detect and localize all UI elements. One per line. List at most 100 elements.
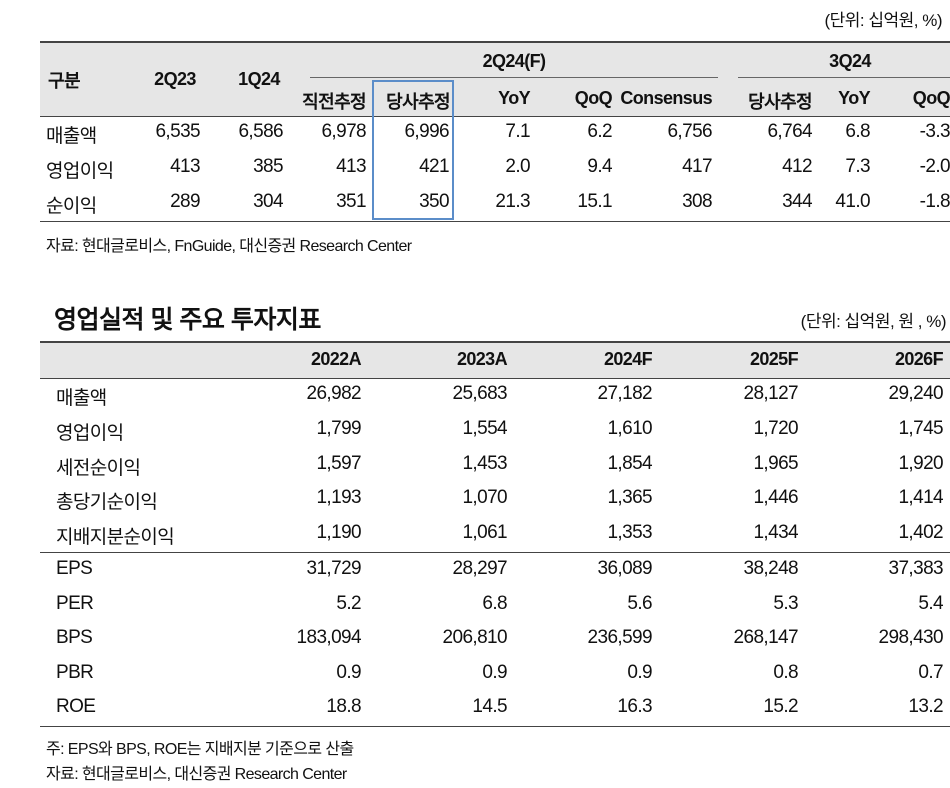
table2-row-label: PBR <box>56 661 94 683</box>
table2-cell: 1,061 <box>462 522 507 544</box>
table1-header-rule <box>40 116 950 117</box>
table2-cell: 1,597 <box>316 452 361 474</box>
table1-header-2q23: 2Q23 <box>154 69 196 89</box>
table2-column-header: 2023A <box>456 349 508 369</box>
table1-sub-our-est-3q: 당사추정 <box>748 92 812 112</box>
table2-cell: 5.6 <box>627 592 652 614</box>
table1-cell: 351 <box>336 191 367 212</box>
table2-header-rule <box>40 378 950 379</box>
table1-cell: 344 <box>782 191 813 212</box>
table1-source: 자료: 현대글로비스, FnGuide, 대신증권 Research Cente… <box>46 238 412 255</box>
table2-row-label: ROE <box>56 696 96 717</box>
table2-source: 자료: 현대글로비스, 대신증권 Research Center <box>46 766 347 783</box>
table2-cell: 1,414 <box>898 487 943 509</box>
table2-cell: 13.2 <box>908 696 943 717</box>
table1-cell: 417 <box>682 156 713 177</box>
table2-cell: 1,920 <box>898 452 943 474</box>
table1-unit: (단위: 십억원, %) <box>824 11 942 30</box>
table2-cell: 29,240 <box>888 383 943 404</box>
table1-cell: 6,586 <box>238 121 283 142</box>
table1-sub-qoq: QoQ <box>574 88 613 108</box>
table2-cell: 1,190 <box>316 522 361 544</box>
table2-cell: 0.8 <box>773 661 798 683</box>
table2-cell: 0.7 <box>918 661 943 683</box>
table2-cell: 1,402 <box>898 522 943 544</box>
table2-bottom-rule <box>40 726 950 727</box>
table2-row-label: 세전순이익 <box>56 457 141 479</box>
table2-cell: 15.2 <box>763 696 798 717</box>
table1-row-label: 매출액 <box>46 126 97 147</box>
table1-cell: 6,764 <box>767 121 812 142</box>
table1-cell: 6,996 <box>404 121 449 142</box>
table2-cell: 6.8 <box>482 592 507 614</box>
table2-column-header: 2026F <box>894 349 944 369</box>
table1-group-rule-3q24 <box>738 77 950 78</box>
table1-cell: 2.0 <box>505 156 530 177</box>
table1-cell: 6.8 <box>845 121 870 142</box>
table2-cell: 1,554 <box>462 417 507 439</box>
table1-cell: 6,535 <box>155 121 200 142</box>
table2-mid-rule <box>40 552 950 553</box>
table2-cell: 1,965 <box>753 452 798 474</box>
table2-row-label: BPS <box>56 627 93 648</box>
table1-cell: 6.2 <box>587 121 612 142</box>
table2-cell: 236,599 <box>587 627 653 648</box>
table2-cell: 1,610 <box>607 417 652 439</box>
table1-cell: 7.1 <box>505 121 530 142</box>
table1-cell: -1.8 <box>919 191 950 212</box>
table2-cell: 0.9 <box>336 661 361 683</box>
table2-unit: (단위: 십억원, 원 , %) <box>800 312 947 331</box>
table2-cell: 1,365 <box>607 487 652 509</box>
table2-cell: 1,446 <box>753 487 798 509</box>
table1-cell: 6,756 <box>667 121 712 142</box>
table2-cell: 1,854 <box>607 452 652 474</box>
table1-cell: 21.3 <box>495 191 530 212</box>
table1-cell: 413 <box>336 156 367 177</box>
table1-cell: -2.0 <box>919 156 950 177</box>
table1-sub-yoy-3q: YoY <box>838 88 870 108</box>
table1-cell: 289 <box>170 191 201 212</box>
table2-cell: 5.3 <box>773 592 798 614</box>
table2-row-label: 매출액 <box>56 388 107 409</box>
table1-row-label: 순이익 <box>46 196 97 217</box>
table1-header-2q24: 2Q24(F) <box>482 51 546 71</box>
table1-cell: 304 <box>253 191 284 212</box>
table1-sub-consensus: Consensus <box>620 88 712 108</box>
table1-cell: 9.4 <box>587 156 612 177</box>
table2-cell: 183,094 <box>296 627 362 648</box>
table2-cell: 18.8 <box>326 696 361 717</box>
table2-cell: 25,683 <box>452 383 507 404</box>
table1-cell: 413 <box>170 156 201 177</box>
table2-row-label: EPS <box>56 558 93 579</box>
table1-header-bg <box>40 42 950 116</box>
table2-top-rule <box>40 341 950 343</box>
table1-header-category: 구분 <box>48 71 81 91</box>
table2-cell: 1,799 <box>316 417 361 439</box>
table2-row-label: PER <box>56 592 94 614</box>
table2-cell: 28,127 <box>743 383 798 404</box>
table2-cell: 26,982 <box>306 383 361 404</box>
table2-cell: 14.5 <box>472 696 507 717</box>
table1-cell: 421 <box>419 156 450 177</box>
table2-cell: 268,147 <box>733 627 799 648</box>
table1-cell: 15.1 <box>577 191 612 212</box>
table1-header-1q24: 1Q24 <box>238 69 280 89</box>
table1-cell: 350 <box>419 191 450 212</box>
table2-cell: 16.3 <box>617 696 652 717</box>
table2-cell: 1,745 <box>898 417 943 439</box>
table1-cell: 41.0 <box>835 191 870 212</box>
table1-row-label: 영업이익 <box>46 161 114 182</box>
table2-row-label: 지배지분순이익 <box>56 527 175 549</box>
table2-cell: 27,182 <box>597 383 652 404</box>
table2-header-bg <box>40 342 950 378</box>
table1-highlight-box <box>372 80 454 220</box>
table2-cell: 298,430 <box>878 627 944 648</box>
table1-cell: -3.3 <box>919 121 950 142</box>
table2-note: 주: EPS와 BPS, ROE는 지배지분 기준으로 산출 <box>46 741 354 758</box>
table2-cell: 31,729 <box>306 558 361 579</box>
table1-cell: 7.3 <box>845 156 870 177</box>
table2-column-header: 2025F <box>749 349 799 369</box>
table1-cell: 6,978 <box>321 121 366 142</box>
table2-column-header: 2024F <box>603 349 653 369</box>
table1-cell: 412 <box>782 156 813 177</box>
